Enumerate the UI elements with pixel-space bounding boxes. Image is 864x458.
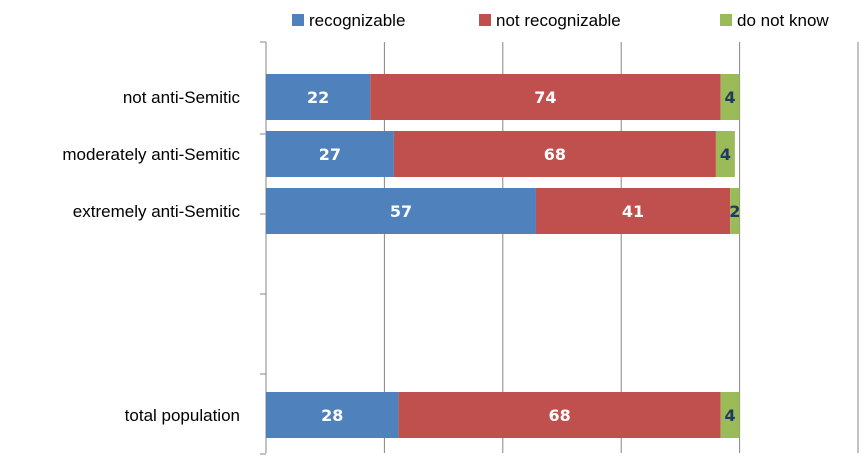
data-label-do-not-know-total-population: 4 [725,406,736,425]
bar-do-not-know-moderately-anti-semitic [715,131,735,177]
bar-do-not-know-not-anti-semitic [720,74,740,120]
bar-recognizable-moderately-anti-semitic [266,131,394,177]
bar-not-recognizable-total-population [398,392,721,438]
data-label-not-recognizable-total-population: 68 [548,406,570,425]
data-label-not-recognizable-moderately-anti-semitic: 68 [544,145,566,164]
legend-swatch-do-not-know [720,14,732,26]
legend-swatch-recognizable [292,14,304,26]
data-label-not-recognizable-not-anti-semitic: 74 [534,88,556,107]
category-axis [260,41,267,455]
category-label-not-anti-semitic: not anti-Semitic [123,88,241,107]
legend-label-not-recognizable: not recognizable [496,11,621,30]
category-label-moderately-anti-semitic: moderately anti-Semitic [62,145,240,164]
bar-not-recognizable-extremely-anti-semitic [535,188,731,234]
bars: 22 74 4 27 68 4 57 41 2 28 68 4 [266,74,740,438]
category-label-extremely-anti-semitic: extremely anti-Semitic [73,202,241,221]
data-label-not-recognizable-extremely-anti-semitic: 41 [622,202,644,221]
legend-label-do-not-know: do not know [737,11,829,30]
bar-not-recognizable-moderately-anti-semitic [393,131,716,177]
bar-recognizable-total-population [266,392,399,438]
data-label-recognizable-total-population: 28 [321,406,343,425]
data-label-recognizable-not-anti-semitic: 22 [307,88,329,107]
data-label-do-not-know-not-anti-semitic: 4 [725,88,736,107]
legend-swatch-not-recognizable [479,14,491,26]
data-label-do-not-know-moderately-anti-semitic: 4 [720,145,731,164]
legend: recognizable not recognizable do not know [292,11,829,30]
legend-label-recognizable: recognizable [309,11,405,30]
bar-do-not-know-extremely-anti-semitic [730,188,740,234]
bar-not-recognizable-not-anti-semitic [370,74,721,120]
bar-recognizable-not-anti-semitic [266,74,371,120]
category-labels: not anti-Semitic moderately anti-Semitic e… [62,88,240,425]
bar-recognizable-extremely-anti-semitic [266,188,536,234]
data-label-do-not-know-extremely-anti-semitic: 2 [729,202,740,221]
category-label-total-population: total population [125,406,240,425]
data-label-recognizable-extremely-anti-semitic: 57 [390,202,412,221]
bar-do-not-know-total-population [720,392,740,438]
data-label-recognizable-moderately-anti-semitic: 27 [319,145,341,164]
